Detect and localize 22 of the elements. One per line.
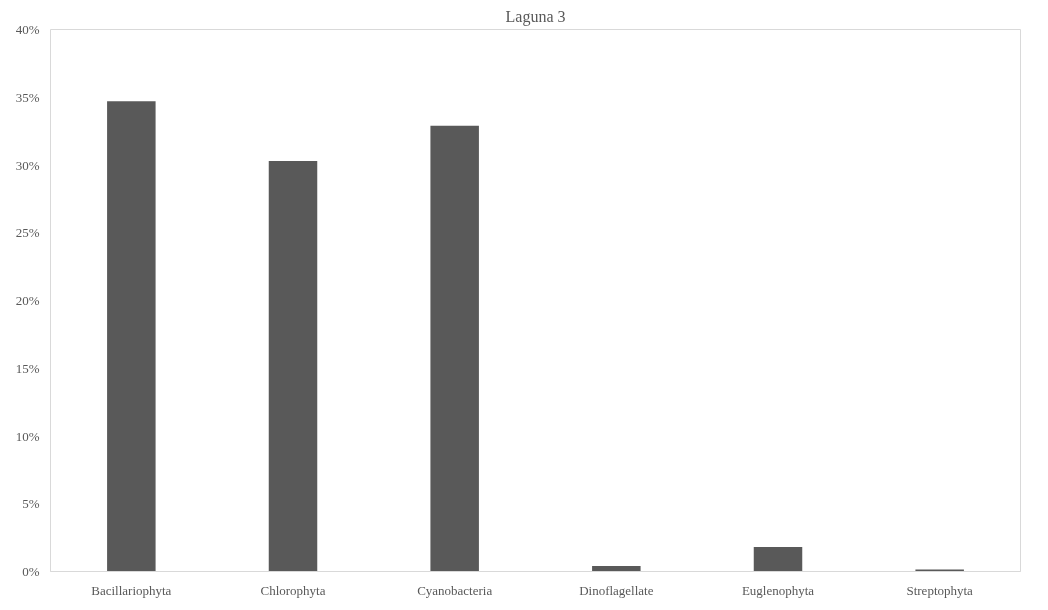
y-tick-label: 30% — [15, 157, 40, 173]
y-tick-label: 10% — [15, 428, 40, 444]
x-tick-label: Streptophyta — [906, 582, 974, 598]
bar — [753, 547, 803, 572]
bar — [430, 125, 479, 572]
bar — [592, 566, 641, 572]
bar — [107, 101, 156, 572]
x-tick-label: Chlorophyta — [260, 582, 326, 598]
x-tick-label: Dinoflagellate — [579, 582, 654, 598]
bar — [268, 160, 318, 572]
y-tick-label: 0% — [22, 564, 40, 579]
bar — [915, 569, 964, 572]
y-tick-label: 5% — [22, 496, 40, 512]
x-tick-label: Bacillariophyta — [91, 582, 172, 598]
y-tick-label: 25% — [15, 225, 40, 241]
x-tick-label: Euglenophyta — [741, 582, 815, 598]
y-tick-label: 15% — [15, 360, 40, 376]
y-tick-label: 35% — [15, 89, 40, 105]
y-tick-label: 20% — [15, 293, 40, 308]
chart-title: Laguna 3 — [505, 7, 566, 26]
y-tick-label: 40% — [15, 22, 40, 37]
x-tick-label: Cyanobacteria — [417, 582, 493, 598]
